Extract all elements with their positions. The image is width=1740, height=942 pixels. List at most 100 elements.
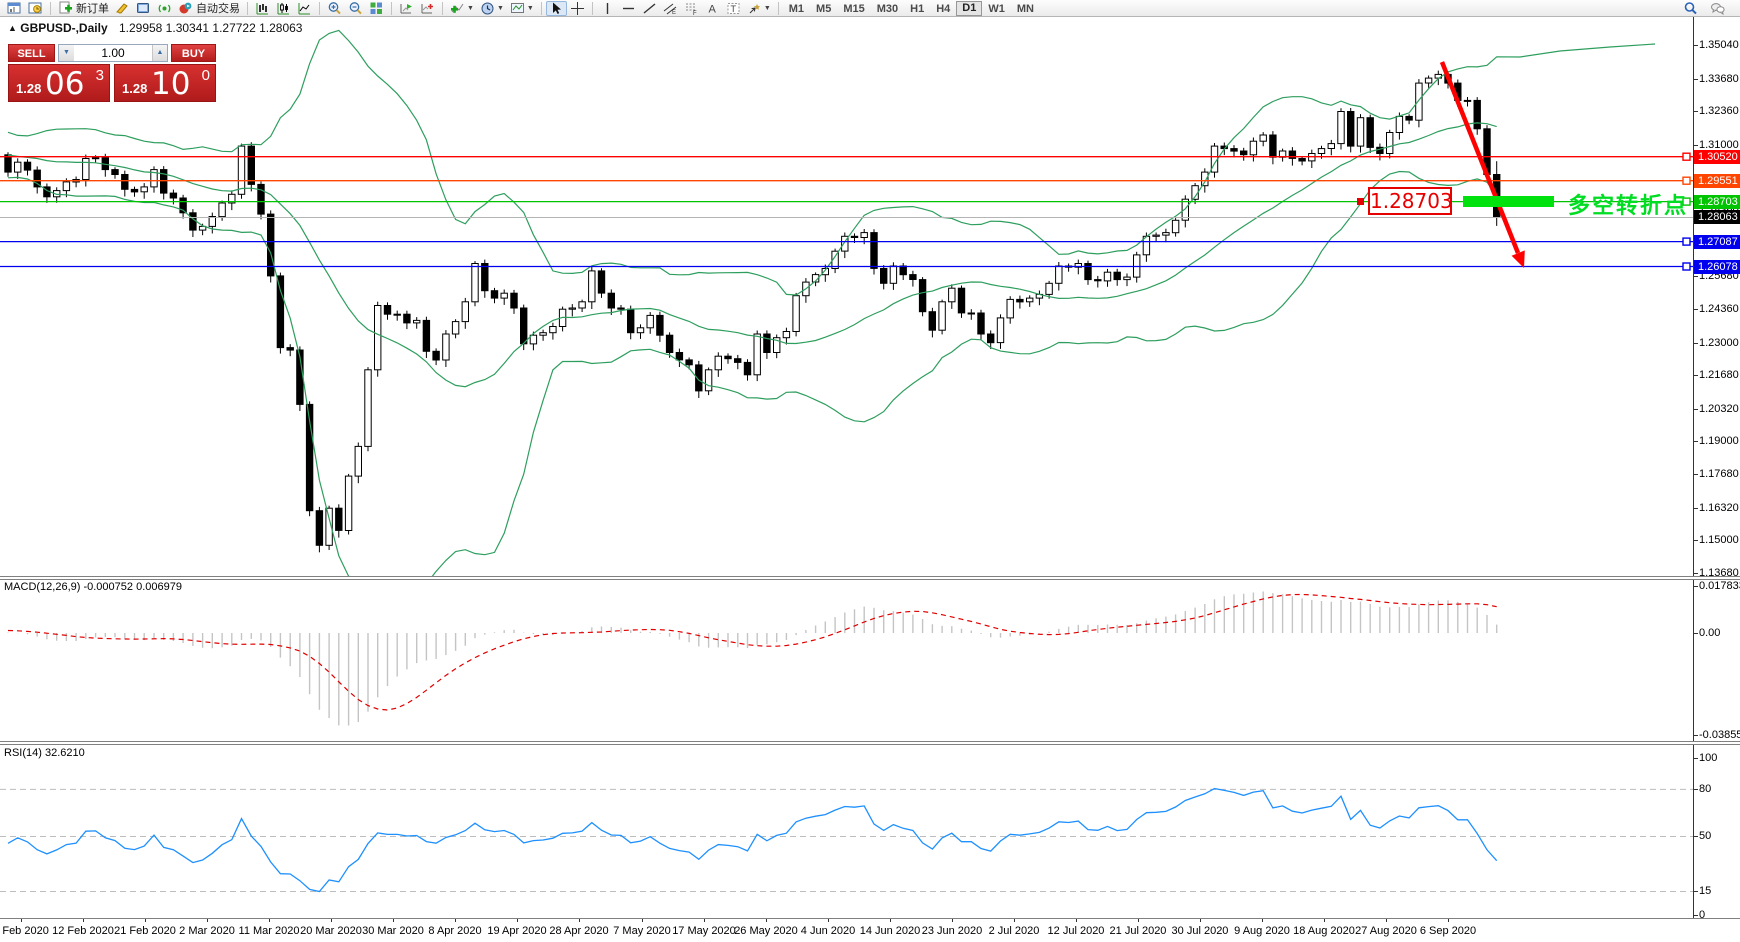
volume-decrease-button[interactable]: ▼ [59, 45, 74, 61]
date-axis-separator [0, 918, 1740, 919]
new-order-button[interactable]: 新订单 [55, 1, 112, 16]
axis-tick-mark [1693, 633, 1698, 634]
trend-arrow[interactable] [1439, 61, 1525, 268]
new-chart-button[interactable] [4, 1, 25, 16]
axis-tick-mark [1693, 79, 1698, 80]
periods-button[interactable]: ▼ [477, 1, 507, 16]
date-tick-mark [1200, 919, 1201, 922]
buy-price-box[interactable]: 1.28 10 0 [114, 64, 216, 102]
axis-tick-label: 1.31000 [1699, 139, 1739, 151]
indicators-button[interactable]: ▼ [447, 1, 477, 16]
axis-tick-label: 80 [1699, 783, 1712, 795]
timeframe-m30[interactable]: M30 [876, 2, 899, 15]
text-icon: A [705, 1, 720, 16]
panel-separator-rsi[interactable] [0, 741, 1740, 745]
price-level-handle[interactable] [1682, 197, 1691, 206]
timeframe-mn[interactable]: MN [1016, 2, 1034, 15]
chart-title: ▲ GBPUSD-,Daily 1.29958 1.30341 1.27722 … [8, 21, 302, 35]
timeframe-m15[interactable]: M15 [843, 2, 865, 15]
price-callout-handle[interactable] [1357, 198, 1364, 205]
buy-button[interactable]: BUY [171, 44, 216, 62]
axis-tick-label: 50 [1699, 830, 1712, 842]
axis-tick-label: 1.16320 [1699, 502, 1739, 514]
templates-dropdown-arrow[interactable]: ▼ [526, 4, 534, 12]
axis-tick-mark [1693, 309, 1698, 310]
main-chart-canvas[interactable] [0, 17, 1693, 576]
text-label-button[interactable]: T [723, 1, 744, 16]
bar-chart-mode-button[interactable] [252, 1, 273, 16]
panel-separator-macd[interactable] [0, 576, 1740, 580]
toolbar-separator [777, 1, 779, 15]
vertical-line-button[interactable] [597, 1, 618, 16]
horizontal-line-button[interactable] [618, 1, 639, 16]
timeframe-h4[interactable]: H4 [936, 2, 951, 15]
styler-brush-icon [115, 1, 130, 16]
auto-scroll-button[interactable] [396, 1, 417, 16]
chart-profiles-button[interactable] [25, 1, 46, 16]
zoom-out-button[interactable] [345, 1, 366, 16]
timeframe-h1[interactable]: H1 [910, 2, 925, 15]
date-tick-mark [21, 919, 22, 922]
indicators-dropdown-arrow[interactable]: ▼ [467, 4, 474, 12]
turning-point-bar[interactable] [1463, 196, 1554, 207]
date-tick-mark [207, 919, 208, 922]
sell-price-box[interactable]: 1.28 06 3 [8, 64, 110, 102]
volume-stepper[interactable]: ▼ 1.00 ▲ [58, 44, 168, 62]
autotrading-button[interactable]: 自动交易 [175, 1, 243, 16]
equidistant-channel-button[interactable]: E [660, 1, 681, 16]
macd-signal-line [7, 593, 1497, 711]
fibonacci-button[interactable]: F [681, 1, 702, 16]
price-level-handle[interactable] [1682, 176, 1691, 185]
date-tick-mark [455, 919, 456, 922]
tile-windows-button[interactable] [366, 1, 387, 16]
styler-brush-button[interactable] [112, 1, 133, 16]
axis-tick-mark [1693, 409, 1698, 410]
crosshair-button[interactable] [567, 1, 588, 16]
timeframe-m1[interactable]: M1 [788, 2, 805, 15]
line-chart-mode-button[interactable] [294, 1, 315, 16]
volume-increase-button[interactable]: ▲ [152, 45, 167, 61]
axis-tick-label: 1.24360 [1699, 303, 1739, 315]
depth-of-market-button[interactable] [133, 1, 154, 16]
collapse-panel-arrow[interactable]: ▲ [8, 23, 17, 33]
arrows-dropdown-arrow[interactable]: ▼ [763, 4, 771, 12]
date-tick-mark [1014, 919, 1015, 922]
axis-tick-mark [1693, 145, 1698, 146]
axis-tick-mark [1693, 474, 1698, 475]
timeframe-d1[interactable]: D1 [956, 0, 983, 16]
buy-price-sup: 0 [201, 67, 210, 84]
candle-chart-mode-button[interactable] [273, 1, 294, 16]
arrows-button[interactable]: ▼ [744, 1, 774, 16]
periods-dropdown-arrow[interactable]: ▼ [496, 4, 504, 12]
timeframe-w1[interactable]: W1 [988, 2, 1005, 15]
price-level-handle[interactable] [1682, 262, 1691, 271]
date-tick-mark [331, 919, 332, 922]
volume-value[interactable]: 1.00 [101, 46, 125, 60]
turning-point-text[interactable]: 多空转折点 [1568, 193, 1689, 218]
rsi-panel-canvas[interactable] [0, 744, 1693, 918]
sell-button[interactable]: SELL [8, 44, 55, 62]
macd-panel-canvas[interactable] [0, 578, 1693, 741]
sell-price-big: 06 [45, 66, 85, 102]
trend-line-button[interactable] [639, 1, 660, 16]
price-callout-label[interactable]: 1.28703 [1368, 187, 1453, 215]
search-button[interactable] [1680, 1, 1701, 16]
date-axis-label: 3 Feb 2020 [0, 925, 49, 937]
price-level-handle[interactable] [1682, 152, 1691, 161]
signals-button[interactable] [154, 1, 175, 16]
price-level-handle[interactable] [1682, 237, 1691, 246]
cursor-button[interactable] [545, 0, 567, 16]
date-axis-label: 6 Sep 2020 [1419, 925, 1477, 937]
axis-tick-label: 0.00 [1699, 627, 1721, 639]
bar-chart-mode-icon [255, 1, 270, 16]
date-axis-label: 21 Feb 2020 [114, 925, 176, 937]
timeframe-m5[interactable]: M5 [816, 2, 832, 15]
text-button[interactable]: A [702, 1, 723, 16]
zoom-in-button[interactable] [324, 1, 345, 16]
axis-tick-label: 1.20320 [1699, 403, 1739, 415]
chat-button[interactable] [1707, 1, 1728, 16]
one-click-trading-panel: SELL ▼ 1.00 ▲ BUY 1.28 06 3 1.28 10 0 [8, 44, 216, 102]
chart-shift-button[interactable] [417, 1, 438, 16]
axis-tick-label: -0.038559 [1699, 729, 1740, 741]
templates-button[interactable]: ▼ [507, 1, 537, 16]
